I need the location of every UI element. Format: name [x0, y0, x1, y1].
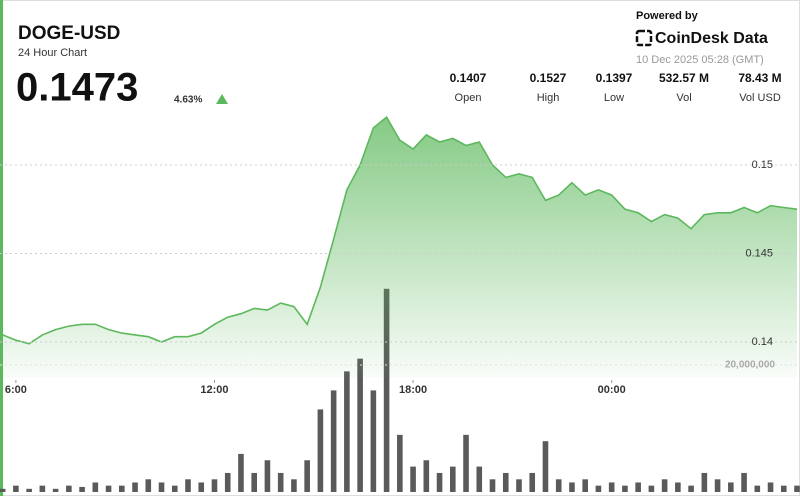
stat-label: High [537, 92, 560, 104]
volume-bar [754, 485, 761, 492]
volume-bar [622, 485, 628, 492]
volume-bar [675, 482, 681, 492]
change: 4.63% [174, 95, 202, 106]
volume-bar [330, 390, 337, 492]
volume-bar [13, 485, 19, 492]
volume-bar [794, 485, 800, 492]
volume-bar [410, 466, 416, 492]
timestamp: 10 Dec 2025 05:28 (GMT) [636, 54, 764, 66]
volume-bar [780, 485, 787, 492]
volume-bar [595, 485, 602, 492]
stat-label: Open [455, 92, 482, 104]
y-tick-label: 0.15 [752, 159, 773, 171]
volume-bar [542, 441, 549, 492]
volume-bar [397, 434, 403, 492]
up-arrow [216, 94, 228, 104]
stat-value: 0.1407 [450, 71, 487, 85]
y-tick-label: 0.14 [752, 336, 773, 348]
x-tick-label: 18:00 [399, 384, 427, 396]
price-area [2, 117, 798, 378]
stat-value: 78.43 M [738, 71, 781, 85]
volume-bar [688, 485, 694, 492]
volume-bar [119, 485, 125, 492]
stat-value: 0.1397 [596, 71, 633, 85]
volume-bar [211, 479, 218, 492]
volume-bar [767, 482, 774, 492]
stat-value: 0.1527 [530, 71, 567, 85]
volume-bar [105, 485, 112, 492]
volume-bar [0, 488, 6, 492]
stat-label: Vol USD [739, 92, 781, 104]
volume-bar [277, 472, 284, 492]
x-tick-label: 6:00 [5, 384, 27, 396]
volume-bar [555, 479, 562, 492]
brand-icon [635, 29, 653, 47]
volume-bar [238, 453, 244, 492]
x-tick-label: 12:00 [200, 384, 228, 396]
volume-bar [608, 482, 615, 492]
volume-bar [701, 472, 708, 492]
volume-bar [449, 466, 456, 492]
volume-bar [463, 434, 469, 492]
volume-bar [635, 482, 641, 492]
volume-bar [436, 472, 443, 492]
volume-bar [661, 479, 668, 492]
volume-bar [357, 358, 363, 492]
volume-bar [476, 466, 483, 492]
plot: 0.14 0.145 0.15 20,000,000 6:00 12:00 18:00 00:… [0, 115, 800, 492]
volume-bar [79, 486, 85, 492]
volume-bar [516, 479, 522, 492]
volume-bar [132, 482, 138, 492]
volume-bar [714, 479, 721, 492]
volume-bar [66, 485, 72, 492]
volume-bar [423, 460, 430, 492]
volume-bar [304, 460, 310, 492]
volume-bar [529, 472, 536, 492]
stat-label: Vol [676, 92, 691, 104]
volume-bar [185, 479, 191, 492]
subtitle: 24 Hour Chart [18, 47, 87, 59]
y-tick-label: 0.145 [745, 247, 773, 259]
volume-bar [344, 371, 350, 492]
volume-tick-label: 20,000,000 [725, 360, 775, 371]
price: 0.1473 [16, 66, 138, 110]
volume-bar [317, 409, 324, 492]
powered-by: Powered by [636, 10, 699, 22]
volume-bar [26, 488, 32, 492]
stat-value: 532.57 M [659, 71, 709, 85]
volume-bar [502, 472, 509, 492]
volume-bar [198, 482, 205, 492]
volume-bar [291, 479, 297, 492]
stats: 0.1407 Open 0.1527 High 0.1397 Low 532.57 M Vol… [450, 71, 782, 104]
volume-bar [648, 485, 655, 492]
volume-bar [158, 482, 165, 492]
stat-label: Low [604, 92, 624, 104]
brand: CoinDesk Data [655, 30, 768, 47]
volume-bar [383, 288, 390, 492]
x-tick-label: 00:00 [598, 384, 626, 396]
volume-bar [370, 390, 377, 492]
volume-bar [52, 488, 59, 492]
volume-bar [728, 482, 734, 492]
accent-edge [0, 0, 3, 496]
price-line [2, 115, 798, 345]
symbol: DOGE-USD [18, 23, 120, 44]
volume-bar [489, 479, 496, 492]
volume-bar [569, 482, 575, 492]
volume-bar [145, 479, 152, 492]
volume-bar [264, 460, 271, 492]
volume-bar [39, 485, 46, 492]
volume-bar [224, 472, 231, 492]
volume-bar [171, 485, 178, 492]
volume-bar [251, 472, 257, 492]
volume-bar [582, 479, 588, 492]
volume-bar [92, 482, 99, 492]
volume-bar [741, 472, 747, 492]
